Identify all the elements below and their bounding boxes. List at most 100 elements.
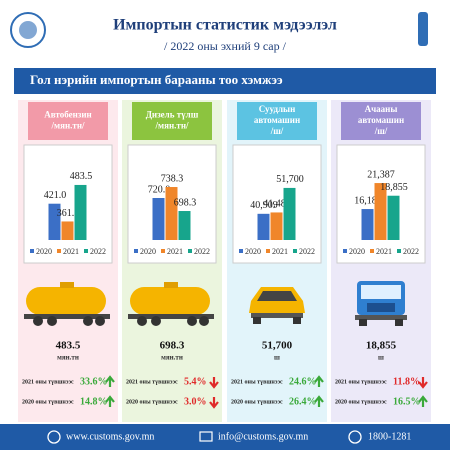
summary-value: 483.5 (56, 340, 81, 352)
legend-swatch (161, 249, 165, 253)
legend-label: 2022 (299, 247, 315, 256)
legend-swatch (343, 249, 347, 253)
wheel (199, 316, 209, 326)
bar (74, 184, 87, 240)
chassis (24, 314, 110, 319)
legend-swatch (397, 249, 401, 253)
bar (48, 203, 61, 240)
chart-title: /мян.тн/ (154, 121, 189, 131)
summary-unit: мян.тн (57, 354, 79, 362)
chart-title: автомашин (358, 115, 404, 125)
bar (374, 183, 387, 240)
value-label: 483.5 (70, 171, 93, 182)
bar (257, 213, 270, 240)
wheel (33, 316, 43, 326)
chart-title: /мян.тн/ (50, 121, 85, 131)
trend-arrow (209, 397, 219, 409)
chart-title: Дизель түлш (146, 110, 199, 120)
bar (165, 187, 178, 240)
chart-header (28, 102, 108, 140)
footer (0, 424, 450, 450)
logo-center (19, 21, 37, 39)
bar (361, 209, 374, 240)
wheel (151, 316, 161, 326)
legend-swatch (370, 249, 374, 253)
wheel (253, 317, 261, 324)
summary-unit: мян.тн (161, 354, 183, 362)
phone-icon (348, 430, 362, 444)
legend-label: 2021 (63, 247, 79, 256)
chassis (128, 314, 214, 319)
comparison-change: 26.4% (289, 396, 317, 407)
legend-label: 2021 (376, 247, 392, 256)
legend-swatch (84, 249, 88, 253)
comparison-change: 5.4% (184, 376, 207, 387)
comparison-label: 2020 оны түвшнээс (335, 399, 387, 405)
trend-arrow (418, 395, 428, 407)
car-bumper (251, 313, 303, 318)
comparison-label: 2020 оны түвшнээс (22, 399, 74, 405)
chart-title: /ш/ (270, 126, 284, 136)
legend-label: 2022 (194, 247, 210, 256)
summary-unit: ш (378, 354, 384, 362)
truck-window (361, 285, 401, 299)
legend-swatch (30, 249, 34, 253)
web-icon (47, 430, 61, 444)
legend-label: 2020 (140, 247, 156, 256)
legend-label: 2021 (272, 247, 288, 256)
comparison-change: 3.0% (184, 396, 207, 407)
truck-bumper (355, 315, 407, 320)
wheel (395, 319, 403, 326)
value-label: 51,700 (276, 174, 304, 185)
legend-swatch (266, 249, 270, 253)
comparison-label: 2021 оны түвшнээс (335, 379, 387, 385)
chart-header (132, 102, 212, 140)
tank-top (164, 282, 178, 288)
website[interactable]: www.customs.gov.mn (66, 431, 154, 442)
chart-header (237, 102, 317, 140)
legend-swatch (134, 249, 138, 253)
legend-label: 2022 (403, 247, 419, 256)
trend-arrow (209, 377, 219, 389)
comparison-label: 2020 оны түвшнээс (126, 399, 178, 405)
truck-grille (367, 303, 395, 312)
wheel (137, 316, 147, 326)
summary-value: 698.3 (160, 340, 185, 352)
phone[interactable]: 1800-1281 (368, 431, 411, 442)
legend-label: 2022 (90, 247, 106, 256)
bar (61, 221, 74, 240)
tank (26, 287, 106, 315)
trend-arrow (105, 395, 115, 407)
legend-label: 2020 (36, 247, 52, 256)
chart-title: Суудлын (259, 104, 296, 114)
value-label: 40,909 (250, 200, 278, 211)
banner (14, 68, 436, 94)
wheel (83, 316, 93, 326)
chart-title: Ачааны (365, 104, 398, 114)
comparison-change: 33.6% (80, 376, 108, 387)
bar (387, 195, 400, 240)
legend-swatch (188, 249, 192, 253)
bar (283, 187, 296, 240)
value-label: 698.3 (174, 197, 197, 208)
email[interactable]: info@customs.gov.mn (218, 431, 308, 442)
title: Импортын статистик мэдээлэл (113, 17, 337, 34)
value-label: 16,189 (354, 195, 382, 206)
legend-swatch (293, 249, 297, 253)
mail-icon (199, 431, 213, 442)
value-label: 21,387 (367, 169, 395, 180)
trend-arrow (418, 377, 428, 389)
value-label: 41,481 (263, 199, 291, 210)
wheel (95, 316, 105, 326)
chart-header (341, 102, 421, 140)
summary-value: 51,700 (262, 340, 293, 352)
trend-arrow (314, 395, 324, 407)
comparison-label: 2020 оны түвшнээс (231, 399, 283, 405)
wheel (47, 316, 57, 326)
logo (10, 12, 46, 48)
chart-title: Автобензин (44, 110, 92, 120)
subtitle: / 2022 оны эхний 9 сар / (164, 39, 287, 53)
bar (152, 198, 165, 240)
summary-unit: ш (274, 354, 280, 362)
